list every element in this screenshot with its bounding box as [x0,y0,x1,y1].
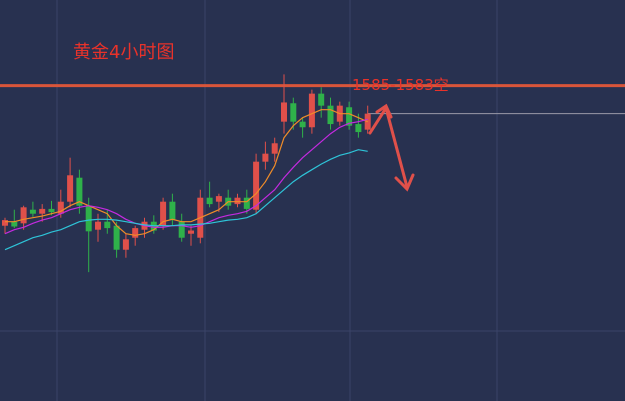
candle-body [57,201,64,214]
candle-body [160,201,167,226]
candle-body [169,201,176,221]
arrow-head [394,173,415,192]
candle-body [234,197,241,205]
candle-body [85,205,92,232]
candle-body [67,175,74,202]
candle-body [11,221,18,227]
candle-body [308,93,315,128]
candle-body [206,197,213,205]
candle-body [20,207,27,224]
candle-body [327,105,334,125]
candle-body [48,208,55,213]
moving-average-line [5,109,368,236]
candle-body [132,228,139,238]
candle-body [355,124,362,133]
annotation: 1585-1583空 [352,76,449,94]
plot [0,74,625,273]
candle-body [299,121,306,128]
candle-body [76,177,83,206]
moving-average-line [4,118,368,235]
candle-body [95,221,101,230]
candle-body [215,196,222,202]
candle-body [104,221,111,229]
arrow-head [375,103,393,119]
candle-body [122,239,129,250]
candle-body [253,161,260,210]
candle-body [29,209,36,214]
arrow-path [368,104,409,189]
candle-body [39,208,46,214]
candle-body [318,93,325,106]
candle-body [2,220,8,226]
candle-body [271,143,278,154]
candle-body [346,107,353,126]
arrows [368,103,415,192]
candle-body [290,103,297,122]
chart-title: 黄金4小时图 [73,42,174,63]
moving-average-line [4,149,368,251]
candle-body [262,153,269,162]
candle-body [281,102,287,122]
candle-body [243,197,250,209]
candle-body [178,221,185,238]
candle-body [113,225,120,250]
candle-body [188,230,194,234]
